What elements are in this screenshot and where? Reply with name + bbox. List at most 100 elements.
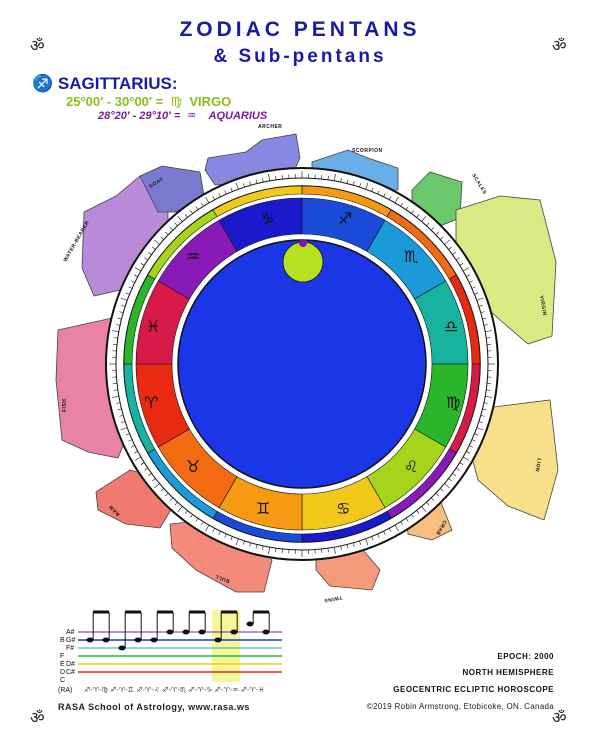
- degree-tick: [165, 231, 169, 236]
- degree-tick: [190, 210, 193, 214]
- degree-tick: [184, 510, 188, 514]
- degree-tick: [205, 196, 210, 204]
- degree-tick: [400, 202, 403, 207]
- degree-tick: [482, 408, 487, 411]
- horoscope-label: GEOCENTRIC ECLIPTIC HOROSCOPE: [393, 685, 554, 694]
- degree-tick: [334, 173, 336, 181]
- degree-tick: [249, 181, 252, 186]
- selection-dot: [299, 239, 307, 247]
- degree-tick: [483, 402, 488, 404]
- degree-tick: [377, 190, 380, 195]
- degree-tick: [394, 524, 399, 532]
- music-staff: A# B G# F# F D# E C# D C (RA) ♐-♈-♍ ♐-♈-…: [58, 610, 282, 694]
- degree-tick: [148, 252, 152, 255]
- degree-tick: [184, 214, 188, 218]
- degree-tick: [144, 257, 148, 261]
- degree-tick: [456, 467, 460, 471]
- libra-icon: ♎: [444, 317, 458, 336]
- degree-tick: [405, 206, 409, 210]
- degree-tick: [485, 330, 493, 332]
- degree-tick: [483, 324, 488, 326]
- aquarius-icon: ♒: [186, 247, 200, 266]
- degree-tick: [152, 478, 156, 482]
- label-twins: TWINS: [323, 594, 343, 603]
- degree-tick: [371, 187, 374, 192]
- degree-tick: [243, 540, 245, 545]
- degree-tick: [466, 451, 470, 454]
- degree-tick: [459, 263, 464, 266]
- scorpio-icon: ♏: [404, 247, 418, 266]
- selection-marker: [282, 241, 324, 283]
- om-icon: ॐ: [30, 708, 45, 727]
- degree-tick: [474, 292, 479, 295]
- degree-tick: [195, 518, 199, 522]
- note-head: [150, 637, 158, 643]
- degree-tick: [205, 524, 210, 532]
- degree-tick: [383, 193, 386, 197]
- degree-tick: [359, 540, 361, 545]
- degree-tick: [128, 439, 133, 442]
- pentan-sign: VIRGO: [189, 94, 232, 109]
- degree-tick: [224, 190, 227, 195]
- note-label: D: [60, 669, 65, 676]
- degree-tick: [421, 215, 427, 222]
- degree-tick: [359, 183, 361, 188]
- degree-tick: [174, 222, 178, 226]
- degree-tick: [426, 502, 430, 506]
- subpentan-line: 28°20′ - 29°10′ = ♒ AQUARIUS: [98, 109, 267, 122]
- degree-tick: [134, 274, 138, 277]
- note-label: C#: [66, 669, 75, 676]
- degree-tick: [476, 297, 484, 301]
- school-credit: RASA School of Astrology, www.rasa.ws: [58, 702, 250, 712]
- degree-tick: [340, 178, 342, 183]
- sagittarius-icon: ♐: [338, 209, 352, 228]
- degree-tick: [116, 402, 121, 404]
- cancer-icon: ♋: [336, 499, 350, 518]
- label-scales: SCALES: [470, 173, 488, 196]
- degree-tick: [452, 252, 456, 255]
- degree-tick: [268, 173, 270, 181]
- pentan-range: 25°00′ - 30°00′ =: [66, 94, 164, 109]
- degree-tick: [230, 187, 233, 192]
- sagittarius-icon: ♐: [32, 74, 54, 93]
- degree-tick: [174, 502, 178, 506]
- degree-tick: [148, 473, 152, 476]
- degree-tick: [153, 483, 160, 489]
- label-fish: FISH: [62, 399, 68, 412]
- page-subtitle: & Sub-pentans: [213, 46, 387, 67]
- degree-tick: [440, 236, 444, 240]
- degree-tick: [131, 280, 135, 283]
- degree-tick: [134, 451, 138, 454]
- degree-tick: [113, 389, 118, 391]
- degree-tick: [416, 510, 420, 514]
- degree-tick: [426, 222, 430, 226]
- note-head: [246, 621, 254, 627]
- degree-tick: [471, 286, 476, 289]
- degree-tick: [111, 396, 119, 398]
- degree-tick: [405, 518, 409, 522]
- degree-tick: [140, 462, 145, 465]
- degree-tick: [371, 536, 374, 541]
- label-bull: BULL: [214, 573, 230, 584]
- degree-tick: [377, 533, 380, 538]
- degree-tick: [134, 267, 142, 272]
- om-icon: ॐ: [552, 708, 567, 727]
- degree-tick: [121, 305, 126, 307]
- degree-tick: [416, 214, 420, 218]
- degree-tick: [389, 528, 392, 532]
- degree-tick: [224, 533, 227, 538]
- degree-tick: [177, 215, 183, 222]
- degree-tick: [471, 439, 476, 442]
- epoch-label: EPOCH: 2000: [497, 652, 554, 661]
- subpentan-sign: AQUARIUS: [208, 110, 268, 122]
- degree-tick: [462, 456, 470, 461]
- note-head: [86, 637, 94, 643]
- note-head: [230, 629, 238, 635]
- copyright: ©2019 Robin Armstrong, Etobicoke, ON. Ca…: [366, 702, 554, 711]
- note-label: F: [60, 653, 64, 660]
- degree-tick: [346, 544, 349, 549]
- degree-tick: [160, 488, 164, 492]
- degree-tick: [255, 179, 258, 184]
- degree-tick: [476, 427, 484, 431]
